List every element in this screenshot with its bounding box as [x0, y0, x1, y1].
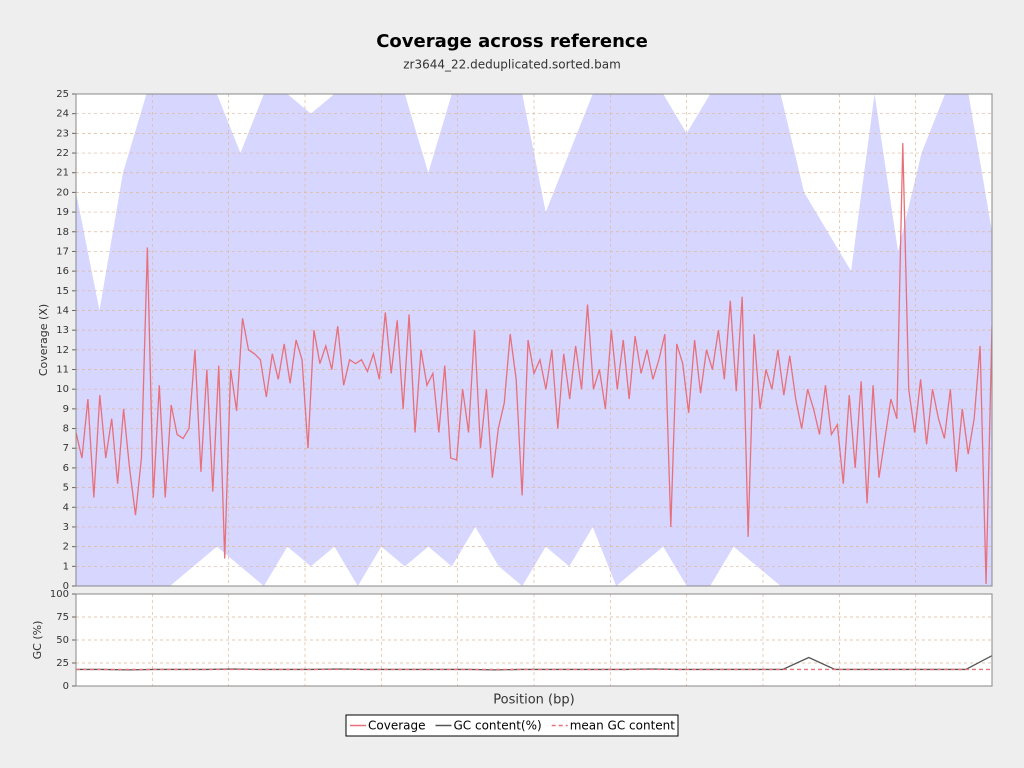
y-tick-label: 4	[63, 502, 69, 513]
y-tick-label: 23	[56, 128, 69, 139]
plot-border	[75, 93, 993, 587]
y-tick-label: 19	[56, 207, 69, 218]
y-tick-label: 25	[56, 658, 69, 669]
y-tick-label: 18	[56, 227, 69, 238]
legend-label: GC content(%)	[454, 719, 542, 733]
y-tick-label: 17	[56, 246, 69, 257]
legend-label: mean GC content	[570, 719, 676, 733]
y-tick-label: 8	[63, 424, 69, 435]
plot-border	[75, 593, 993, 687]
y-tick-label: 0	[63, 681, 69, 692]
y-tick-label: 21	[56, 168, 69, 179]
y-tick-label: 3	[63, 522, 69, 533]
y-tick-label: 1	[63, 561, 69, 572]
series-line	[76, 143, 992, 585]
y-tick-label: 2	[63, 542, 69, 553]
y-tick-label: 22	[56, 148, 69, 159]
y-tick-label: 100	[50, 589, 69, 600]
y-tick-label: 20	[56, 187, 69, 198]
y-tick-label: 11	[56, 365, 69, 376]
y-axis-label: GC (%)	[31, 621, 44, 660]
y-tick-label: 50	[56, 635, 69, 646]
y-tick-label: 13	[56, 325, 69, 336]
y-tick-label: 14	[56, 305, 69, 316]
y-tick-label: 15	[56, 286, 69, 297]
y-tick-label: 75	[56, 612, 69, 623]
legend: Coverage GC content(%) mean GC content	[345, 714, 679, 737]
y-tick-label: 0	[63, 581, 69, 592]
y-tick-label: 10	[56, 384, 69, 395]
y-axis-label: Coverage (X)	[37, 304, 50, 376]
x-axis-label: Position (bp)	[493, 693, 574, 708]
y-tick-label: 25	[56, 89, 69, 100]
chart-title: Coverage across reference	[376, 31, 648, 52]
y-tick-label: 24	[56, 109, 69, 120]
y-tick-label: 12	[56, 345, 69, 356]
y-tick-label: 6	[63, 463, 69, 474]
y-tick-label: 5	[63, 483, 69, 494]
chart-subtitle: zr3644_22.deduplicated.sorted.bam	[403, 58, 621, 72]
y-tick-label: 7	[63, 443, 69, 454]
legend-box	[345, 714, 679, 737]
legend-label: Coverage	[368, 719, 426, 733]
y-tick-label: 9	[63, 404, 69, 415]
y-tick-label: 16	[56, 266, 69, 277]
